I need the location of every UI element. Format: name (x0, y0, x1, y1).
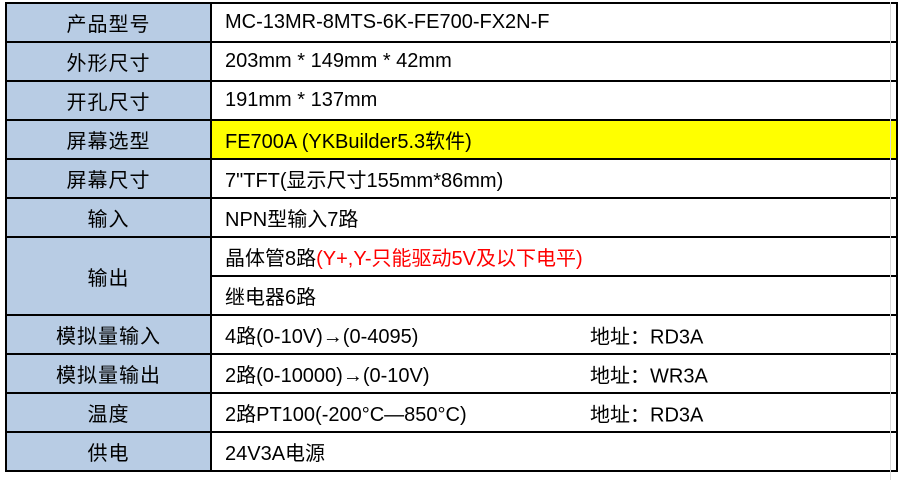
row-label-outline-dimensions: 外形尺寸 (5, 41, 212, 82)
row-value-temperature: 2路PT100(-200°C—850°C) 地址：RD3A (210, 392, 898, 433)
table-row: 产品型号 MC-13MR-8MTS-6K-FE700-FX2N-F (5, 2, 898, 43)
row-value-screen-size: 7"TFT(显示尺寸155mm*86mm) (210, 158, 898, 199)
table-row: 开孔尺寸 191mm * 137mm (5, 80, 898, 121)
table-row: 继电器6路 (6, 275, 898, 316)
table-row: 模拟量输入 4路(0-10V)→(0-4095) 地址：RD3A (5, 314, 898, 355)
row-label-product-model: 产品型号 (5, 2, 212, 43)
row-value-screen-selection: FE700A (YKBuilder5.3软件) (210, 119, 898, 160)
table-row: 模拟量输出 2路(0-10000)→(0-10V) 地址：WR3A (5, 353, 898, 394)
row-label-power-supply: 供电 (5, 431, 212, 472)
row-label-output: 输出 (5, 236, 212, 316)
row-label-input: 输入 (5, 197, 212, 238)
value-text: 继电器6路 (225, 287, 317, 309)
table-row: 外形尺寸 203mm * 149mm * 42mm (5, 41, 898, 82)
row-value-output-transistor: 晶体管8路(Y+,Y-只能驱动5V及以下电平) (210, 236, 898, 277)
value-text: 4路(0-10V)→(0-4095) (225, 326, 419, 348)
table-row: 输入 NPN型输入7路 (5, 197, 898, 238)
table-row: 屏幕选型 FE700A (YKBuilder5.3软件) (5, 119, 898, 160)
specification-table: 产品型号 MC-13MR-8MTS-6K-FE700-FX2N-F 外形尺寸 2… (5, 2, 898, 472)
value-text: 24V3A电源 (225, 443, 326, 465)
row-value-output-relay: 继电器6路 (210, 275, 898, 316)
row-value-analog-input: 4路(0-10V)→(0-4095) 地址：RD3A (210, 314, 898, 355)
value-text: NPN型输入7路 (225, 209, 359, 231)
value-text: 203mm * 149mm * 42mm (225, 50, 452, 72)
row-label-analog-input: 模拟量输入 (5, 314, 212, 355)
table-row: 输出 晶体管8路(Y+,Y-只能驱动5V及以下电平) (5, 236, 898, 316)
row-value-product-model: MC-13MR-8MTS-6K-FE700-FX2N-F (210, 2, 898, 43)
row-address-temperature: 地址：RD3A (590, 404, 704, 426)
value-text: 2路(0-10000)→(0-10V) (225, 365, 430, 387)
row-value-outline-dimensions: 203mm * 149mm * 42mm (210, 41, 898, 82)
value-text: 7"TFT(显示尺寸155mm*86mm) (225, 170, 504, 192)
value-text-composite: 晶体管8路(Y+,Y-只能驱动5V及以下电平) (212, 242, 896, 271)
table-row: 供电 24V3A电源 (5, 431, 898, 472)
row-label-temperature: 温度 (5, 392, 212, 433)
row-value-power-supply: 24V3A电源 (210, 431, 898, 472)
value-text-warning: (Y+,Y-只能驱动5V及以下电平) (316, 248, 583, 270)
value-text-highlighted: FE700A (YKBuilder5.3软件) (225, 131, 472, 153)
row-label-screen-size: 屏幕尺寸 (5, 158, 212, 199)
row-label-analog-output: 模拟量输出 (5, 353, 212, 394)
row-value-cutout-dimensions: 191mm * 137mm (210, 80, 898, 121)
row-address-analog-input: 地址：RD3A (590, 326, 704, 348)
row-value-analog-output: 2路(0-10000)→(0-10V) 地址：WR3A (210, 353, 898, 394)
row-label-cutout-dimensions: 开孔尺寸 (5, 80, 212, 121)
table-row: 温度 2路PT100(-200°C—850°C) 地址：RD3A (5, 392, 898, 433)
value-text: 2路PT100(-200°C—850°C) (225, 404, 467, 426)
value-text: 191mm * 137mm (225, 89, 378, 111)
value-text-main: 晶体管8路 (225, 248, 317, 270)
row-label-screen-selection: 屏幕选型 (5, 119, 212, 160)
table-row: 屏幕尺寸 7"TFT(显示尺寸155mm*86mm) (5, 158, 898, 199)
row-address-analog-output: 地址：WR3A (590, 365, 708, 387)
row-value-input: NPN型输入7路 (210, 197, 898, 238)
value-text: MC-13MR-8MTS-6K-FE700-FX2N-F (225, 11, 550, 33)
